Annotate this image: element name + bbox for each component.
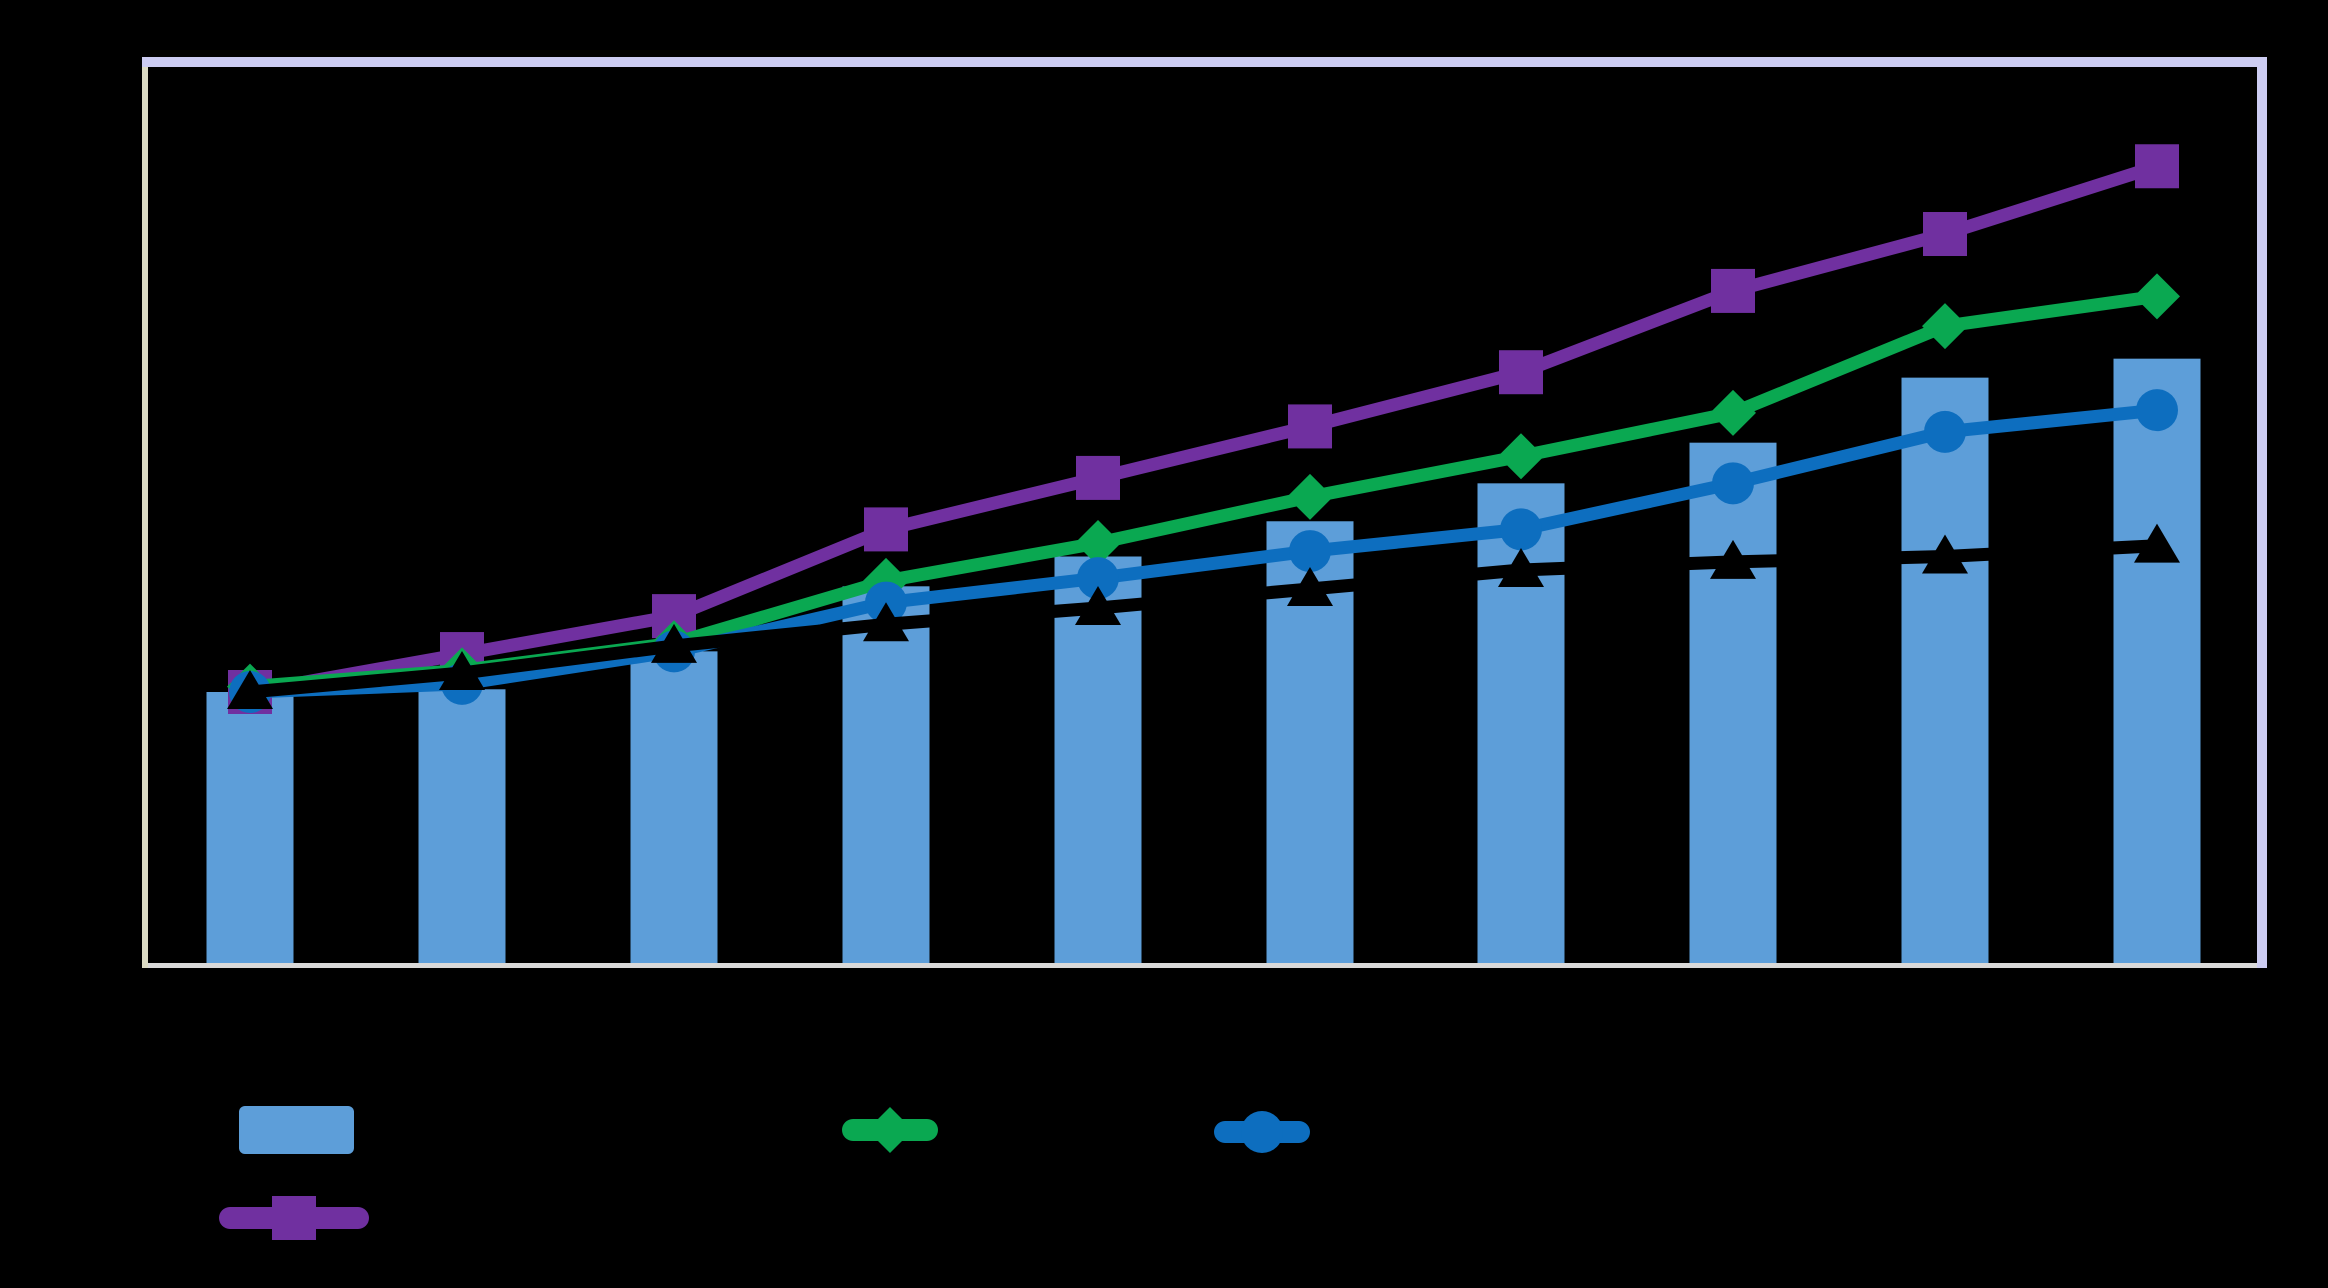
- green-line-marker-9: [1922, 303, 1968, 350]
- bar-column-4: [842, 586, 930, 963]
- plot-frame-bottom: [142, 963, 2267, 968]
- plot-frame-right: [2257, 57, 2267, 968]
- purple-line-marker-8: [1711, 268, 1755, 313]
- green-line-marker-6: [1287, 473, 1333, 520]
- green-line-marker-7: [1498, 433, 1544, 480]
- black-line-marker-1: [227, 670, 273, 709]
- black-line-marker-9: [1922, 534, 1968, 574]
- black-line-marker-2: [439, 651, 485, 691]
- bar-column-8: [1689, 442, 1777, 963]
- bar-column-1: [206, 692, 294, 963]
- black-line-marker-7: [1498, 548, 1544, 588]
- black-line-marker-5: [1075, 585, 1121, 625]
- purple-line-marker-4: [864, 507, 908, 552]
- purple-line-marker-6: [1288, 404, 1332, 449]
- black-line-marker-3: [651, 623, 697, 663]
- blue-line-marker-9: [1924, 410, 1966, 453]
- legend-item-purple-line: [219, 1196, 369, 1240]
- green-line-marker-10: [2134, 273, 2180, 320]
- green-line-marker-5: [1075, 519, 1121, 566]
- blue-line-marker-7: [1500, 508, 1542, 551]
- black-line-marker-8: [1710, 539, 1756, 579]
- plot-frame: [142, 57, 2267, 968]
- blue-line-marker-5: [1077, 557, 1119, 600]
- black-line-marker-4: [863, 602, 909, 642]
- legend-item-green-line: [842, 1107, 938, 1153]
- bar-column-10: [2113, 358, 2201, 963]
- blue-line-marker-10: [2136, 389, 2178, 432]
- black-line-marker-10: [2134, 523, 2180, 563]
- purple-line-marker-5: [1076, 455, 1120, 500]
- plot-frame-top: [142, 57, 2267, 67]
- legend-marker-purple-line: [272, 1196, 316, 1240]
- legend-swatch-bars: [239, 1106, 354, 1154]
- legend-marker-green-line: [867, 1107, 913, 1153]
- bar-column-2: [418, 689, 506, 963]
- blue-line-path: [249, 403, 2158, 699]
- plot-frame-left: [142, 57, 148, 968]
- black-line-path: [249, 539, 2158, 699]
- legend-item-bars: [239, 1106, 354, 1154]
- purple-line-marker-10: [2135, 144, 2179, 189]
- legend-item-blue-line: [1214, 1111, 1310, 1153]
- green-line-marker-8: [1710, 389, 1756, 436]
- bar-column-9: [1901, 377, 1989, 963]
- purple-line-marker-9: [1923, 212, 1967, 257]
- black-line-series: [227, 523, 2180, 709]
- blue-line-marker-6: [1289, 530, 1331, 573]
- legend: [219, 1106, 1310, 1240]
- bar-column-3: [630, 651, 718, 963]
- legend-marker-blue-line: [1241, 1111, 1283, 1153]
- purple-line-path: [248, 160, 2159, 699]
- purple-line-marker-7: [1499, 350, 1543, 395]
- black-line-marker-6: [1287, 567, 1333, 607]
- blue-line-marker-8: [1712, 462, 1754, 505]
